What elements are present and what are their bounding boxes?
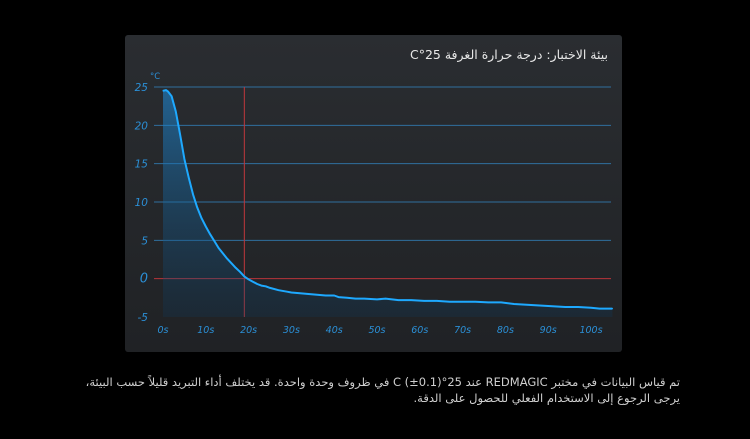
x-tick-label: 100s (579, 325, 602, 336)
data-point (436, 300, 438, 302)
data-point (226, 258, 228, 260)
cooling-chart: 25 20 15 10 5 0 -5 °C 0s 10s 20s 30s 40s 50s 60s 70s 80s… (135, 72, 613, 336)
data-point (200, 217, 203, 219)
data-point (196, 206, 198, 208)
data-point (487, 301, 489, 304)
area-layer (163, 90, 613, 317)
x-tick-label: 20s (240, 325, 257, 336)
y-tick-label: 20 (135, 120, 149, 132)
data-point (564, 306, 566, 308)
y-tick-label: -5 (138, 312, 149, 324)
data-point (474, 301, 477, 303)
data-point (277, 289, 280, 291)
data-point (179, 133, 181, 136)
data-point (337, 296, 340, 298)
data-point (384, 298, 387, 300)
data-point (183, 158, 185, 160)
data-point (539, 304, 541, 307)
y-tick-label: 25 (135, 82, 149, 94)
grid-layer (154, 86, 611, 317)
data-point (209, 233, 211, 235)
data-point (363, 298, 365, 300)
data-point (192, 193, 194, 195)
data-point (316, 294, 318, 296)
x-tick-label: 0s (158, 325, 169, 336)
data-point (235, 267, 237, 269)
data-point (260, 284, 263, 287)
data-point (162, 90, 164, 92)
data-point (449, 301, 451, 303)
data-point (269, 287, 271, 289)
data-point (222, 252, 224, 254)
axis-layer: 25 20 15 10 5 0 -5 °C 0s 10s 20s 30s 40s 50s 60s 70s 80s… (135, 72, 603, 336)
data-point (299, 292, 301, 294)
data-point (252, 281, 254, 283)
y-tick-label: 5 (141, 235, 148, 247)
data-point (239, 271, 241, 273)
data-point (243, 275, 245, 277)
x-tick-label: 10s (197, 325, 214, 336)
test-caption: تم قياس البيانات في مختبر REDMAGIC عند 2… (85, 375, 680, 405)
data-point (256, 283, 258, 285)
series-area (163, 90, 613, 317)
data-point (513, 303, 515, 305)
data-point (397, 299, 399, 301)
data-point (286, 291, 288, 293)
data-point (346, 297, 348, 299)
x-tick-label: 70s (454, 325, 471, 336)
x-tick-label: 30s (283, 325, 300, 336)
data-point (165, 89, 167, 91)
data-point (205, 225, 207, 228)
data-point (333, 294, 335, 297)
x-tick-label: 90s (540, 325, 557, 336)
data-point (188, 176, 190, 179)
data-point (611, 307, 613, 310)
data-point (213, 240, 215, 242)
data-point (167, 91, 169, 93)
marks-layer (162, 89, 613, 310)
data-point (355, 298, 357, 300)
data-point (598, 307, 601, 310)
data-point (462, 301, 464, 303)
y-tick-label: 0 (140, 272, 148, 287)
y-tick-label: 15 (135, 159, 149, 171)
data-point (577, 306, 579, 308)
data-point (551, 305, 554, 307)
data-point (290, 291, 292, 294)
data-point (170, 95, 173, 97)
data-point (265, 285, 267, 287)
chart-panel: بيئة الاختبار: درجة حرارة الغرفة 25°C 25… (125, 35, 622, 352)
data-point (526, 304, 528, 306)
data-point (307, 293, 310, 295)
data-point (590, 307, 592, 309)
x-tick-label: 60s (411, 325, 428, 336)
data-point (218, 247, 220, 249)
data-point (230, 262, 233, 264)
x-tick-label: 50s (368, 325, 385, 336)
x-tick-label: 80s (497, 325, 514, 336)
panel-title: بيئة الاختبار: درجة حرارة الغرفة 25°C (409, 47, 608, 62)
data-point (325, 294, 327, 297)
data-point (175, 110, 177, 113)
y-tick-label: 10 (135, 197, 149, 209)
data-point (423, 300, 425, 302)
data-point (410, 299, 412, 301)
x-tick-label: 40s (326, 325, 343, 336)
data-point (500, 301, 502, 304)
y-unit-label: °C (150, 72, 160, 82)
data-point (376, 298, 378, 300)
data-point (248, 278, 250, 281)
